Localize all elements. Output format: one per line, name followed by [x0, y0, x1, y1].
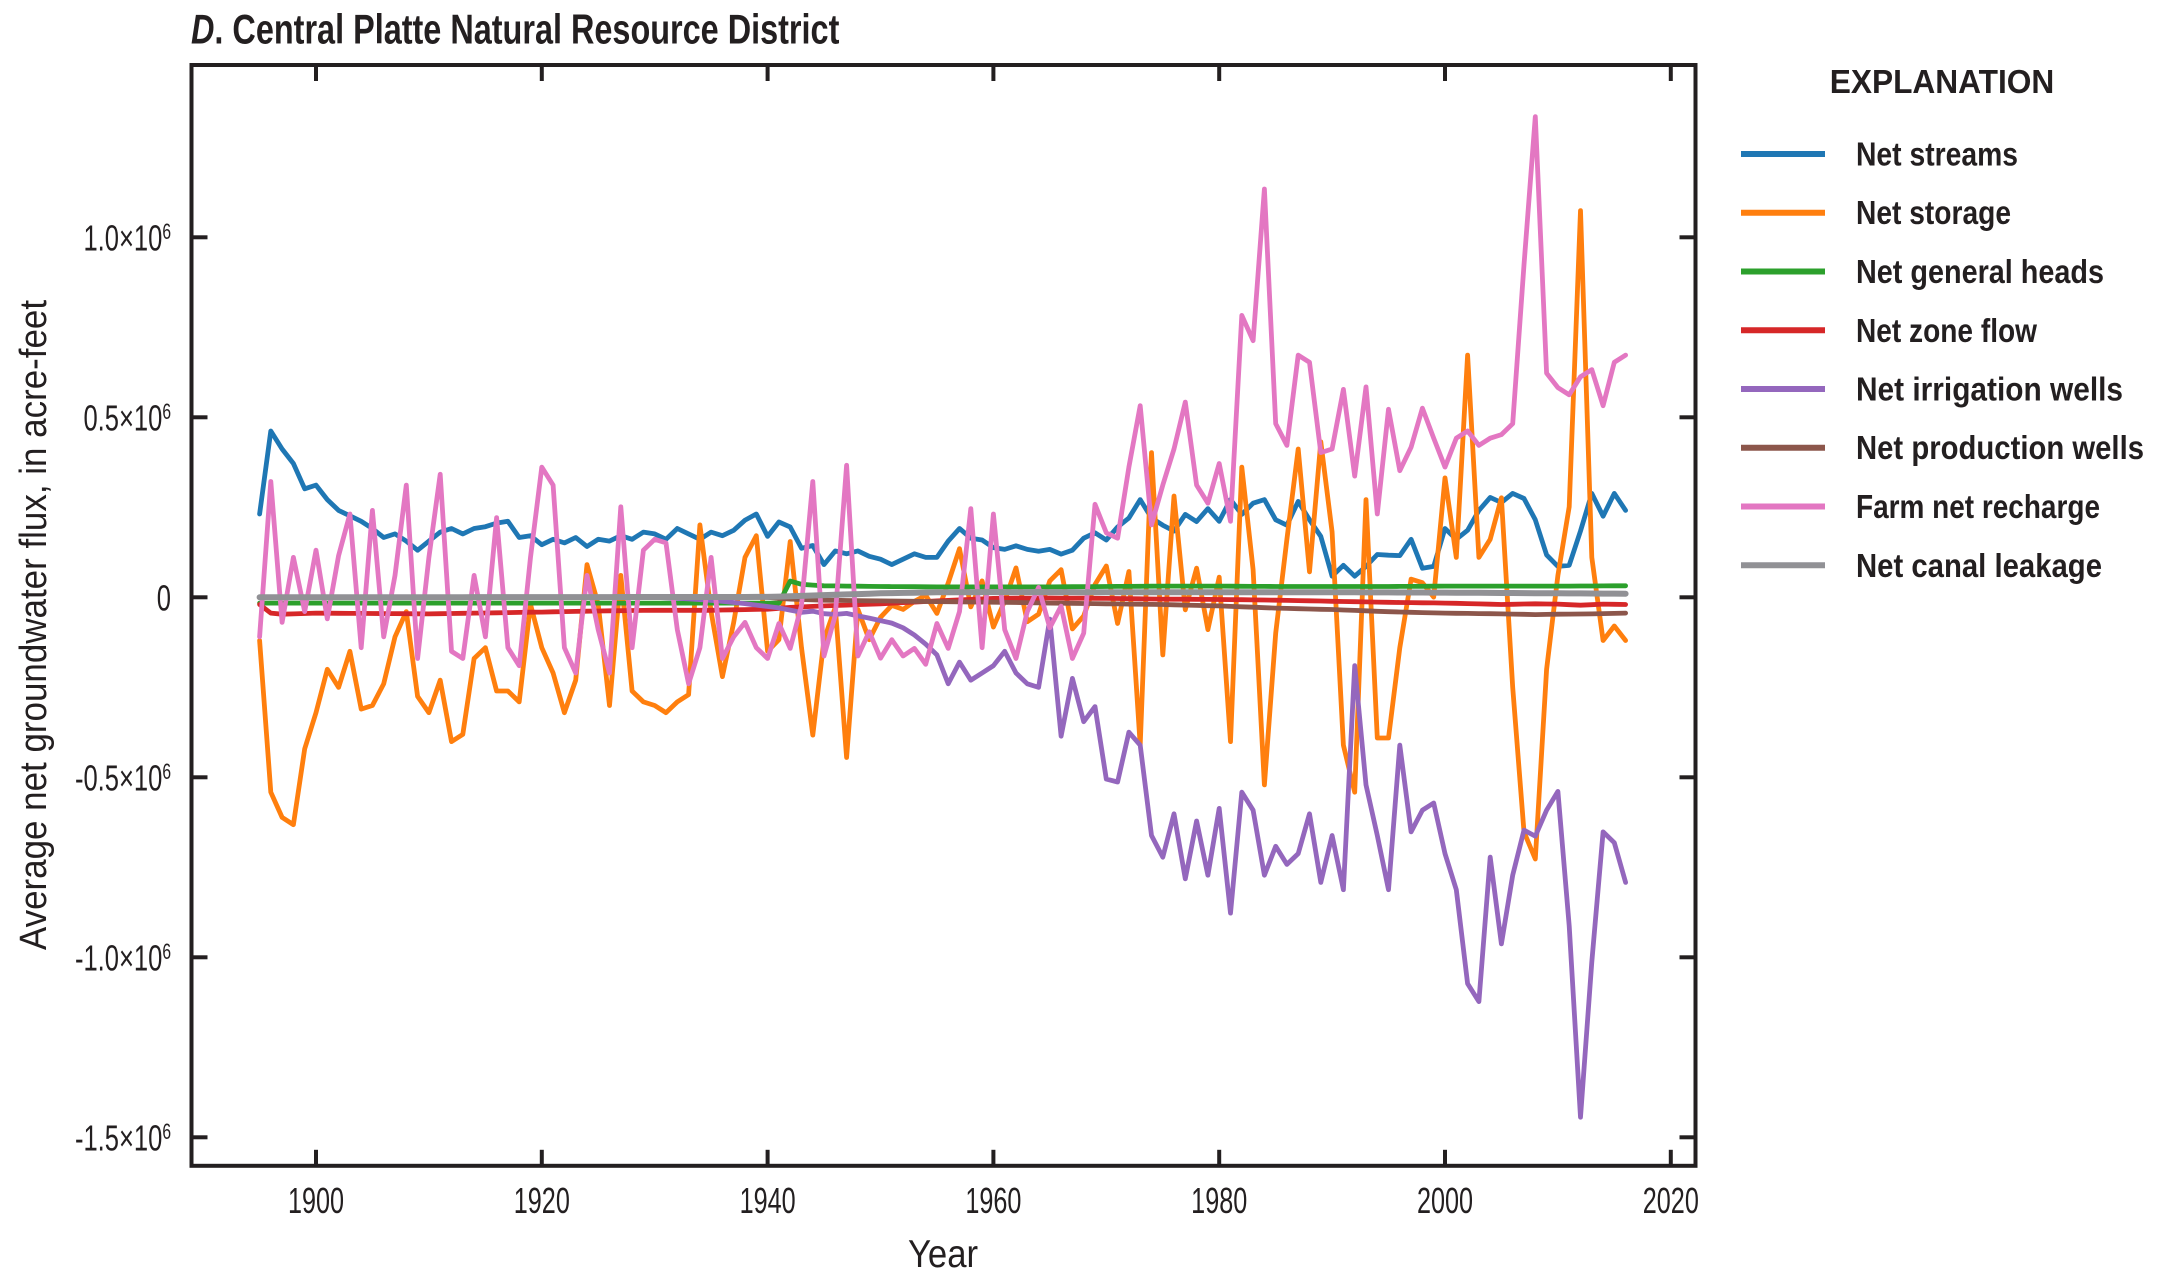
svg-text:Net general heads: Net general heads: [1856, 253, 2104, 290]
svg-text:2020: 2020: [1643, 1181, 1699, 1222]
svg-text:Net irrigation wells: Net irrigation wells: [1856, 371, 2123, 408]
svg-text:-1.0×106: -1.0×106: [75, 938, 171, 978]
svg-text:Farm net recharge: Farm net recharge: [1856, 488, 2100, 525]
svg-text:Net zone flow: Net zone flow: [1856, 312, 2037, 349]
svg-text:1940: 1940: [740, 1181, 796, 1222]
svg-text:D. Central Platte Natural Reso: D. Central Platte Natural Resource Distr…: [191, 5, 840, 52]
svg-text:1980: 1980: [1191, 1181, 1247, 1222]
svg-text:0: 0: [157, 578, 171, 618]
svg-text:0.5×106: 0.5×106: [83, 398, 171, 438]
svg-text:Net streams: Net streams: [1856, 136, 2018, 173]
svg-text:EXPLANATION: EXPLANATION: [1830, 63, 2055, 100]
svg-text:Average net groundwater flux,: Average net groundwater flux, in acre-fe…: [12, 300, 55, 950]
svg-text:2000: 2000: [1417, 1181, 1473, 1222]
svg-text:Net canal leakage: Net canal leakage: [1856, 547, 2102, 584]
svg-text:1900: 1900: [288, 1181, 344, 1222]
svg-text:1960: 1960: [965, 1181, 1021, 1222]
svg-text:-1.5×106: -1.5×106: [75, 1118, 171, 1158]
svg-text:1.0×106: 1.0×106: [83, 218, 171, 258]
svg-text:Net storage: Net storage: [1856, 194, 2011, 231]
svg-text:Net production wells: Net production wells: [1856, 429, 2144, 466]
svg-text:Year: Year: [908, 1232, 978, 1275]
svg-text:1920: 1920: [514, 1181, 570, 1222]
svg-text:-0.5×106: -0.5×106: [75, 758, 171, 798]
